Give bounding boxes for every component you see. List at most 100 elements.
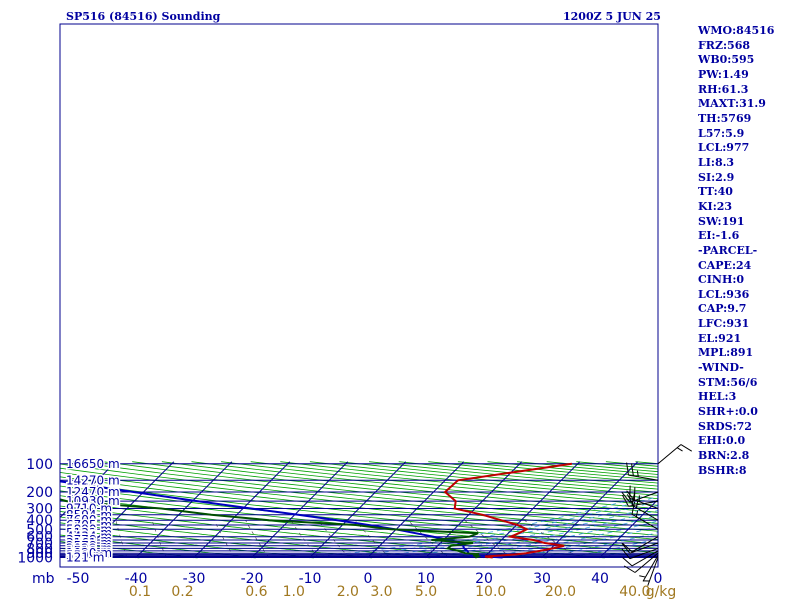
mixing-ratio-label: 40.0 — [619, 584, 650, 600]
height-label: 3161 m — [66, 536, 112, 550]
mixing-unit-label: g/kg — [646, 584, 677, 600]
index-item: SI:2.9 — [698, 170, 735, 184]
height-label: 559 m — [66, 548, 104, 562]
wind-barb — [622, 536, 659, 553]
isotherm — [425, 461, 523, 559]
pressure-tick-label: 500 — [26, 522, 53, 538]
temperature-tick-label: 0 — [654, 571, 663, 587]
sounding-datetime: 1200Z 5 JUN 25 — [563, 10, 661, 23]
plot-frame — [59, 23, 659, 568]
index-item: EI:-1.6 — [698, 229, 740, 243]
mixing-ratio-label: 1.0 — [283, 584, 305, 600]
index-item: FRZ:568 — [698, 38, 751, 52]
temperature-tick-label: 30 — [533, 571, 551, 587]
isotherm — [541, 461, 639, 559]
index-item: L57:5.9 — [698, 126, 745, 140]
mixing-ratio-label: 3.0 — [370, 584, 392, 600]
index-item: KI:23 — [698, 199, 733, 213]
index-item: RH:61.3 — [698, 82, 749, 96]
isotherm — [251, 461, 349, 559]
mixing-ratio-label: 0.6 — [245, 584, 267, 600]
index-item: -WIND- — [698, 361, 744, 375]
height-label: 12470 m — [66, 485, 120, 499]
index-item: LCL:977 — [698, 141, 750, 155]
index-item: LFC:931 — [698, 317, 750, 331]
index-item: CINH:0 — [698, 273, 745, 287]
mixing-ratio-label: 5.0 — [415, 584, 437, 600]
pressure-tick-label: 700 — [26, 536, 53, 552]
isobar-lines — [60, 463, 658, 558]
temperature-tick-label: 20 — [475, 571, 493, 587]
index-item: STM:56/6 — [698, 375, 758, 389]
index-item: MPL:891 — [698, 346, 754, 360]
index-item: CAPE:24 — [698, 258, 752, 272]
wind-barb — [643, 557, 659, 586]
index-item: SHR+:0.0 — [698, 405, 758, 419]
pressure-tick-label: 200 — [26, 485, 53, 501]
dewpoint-profile — [60, 498, 482, 559]
height-label: 121 m — [66, 551, 104, 565]
isotherm — [309, 461, 407, 559]
pressure-tick-label: 100 — [26, 457, 53, 473]
wind-barb — [639, 555, 659, 582]
temperature-tick-label: -20 — [241, 571, 264, 587]
height-label: 7600 m — [66, 513, 112, 527]
temperature-tick-label: -30 — [183, 571, 206, 587]
temperature-tick-label: 40 — [591, 571, 609, 587]
height-label: 10930 m — [66, 494, 120, 508]
wind-barb — [657, 444, 693, 465]
moist-adiabat — [425, 510, 658, 558]
height-label: 5133 m — [66, 526, 112, 540]
index-item: PW:1.49 — [698, 67, 749, 81]
mixing-ratio-label: 10.0 — [475, 584, 506, 600]
height-label: 2578 m — [66, 539, 112, 553]
wind-barb — [623, 552, 659, 573]
isotherm — [60, 461, 117, 519]
pressure-unit-label: mb — [32, 571, 55, 587]
pressure-tick-label: 900 — [26, 546, 53, 562]
height-label: 6705 m — [66, 518, 112, 532]
wind-barb — [626, 462, 659, 481]
isotherm — [599, 498, 658, 559]
wind-barb — [621, 547, 659, 560]
isotherm — [193, 461, 291, 559]
sounding-profiles — [60, 462, 573, 559]
index-item: TH:5769 — [698, 111, 752, 125]
index-item: SW:191 — [698, 214, 745, 228]
moist-adiabat — [599, 544, 658, 558]
pressure-tick-label: 300 — [26, 502, 53, 518]
temperature-tick-label: -50 — [67, 571, 90, 587]
index-item: WMO:84516 — [698, 24, 775, 37]
temperature-tick-label: -40 — [125, 571, 148, 587]
parcel-trace — [60, 480, 503, 559]
temperature-tick-label: 0 — [364, 571, 373, 587]
pressure-tick-label: 800 — [26, 541, 53, 557]
wind-barbs — [621, 444, 693, 586]
isotherm — [135, 461, 233, 559]
index-item: BSHR:8 — [698, 463, 747, 477]
index-item: WB0:595 — [698, 53, 755, 67]
stability-indices-panel: WMO:84516 FRZ:568 WB0:595 PW:1.49 RH:61.3 MAX… — [698, 24, 774, 478]
height-label: 9710 m — [66, 502, 112, 516]
index-item: CAP:9.7 — [698, 302, 747, 316]
wind-barb — [622, 550, 659, 567]
pressure-tick-label: 1000 — [17, 551, 53, 567]
height-label: 14270 m — [66, 473, 120, 487]
index-item: EHI:0.0 — [698, 434, 746, 448]
index-item: LI:8.3 — [698, 155, 735, 169]
mixing-ratio-label: 0.1 — [129, 584, 151, 600]
temperature-profile — [443, 462, 573, 559]
index-item: EL:921 — [698, 331, 742, 345]
mixing-ratio-label: 0.2 — [171, 584, 193, 600]
index-item: MAXT:31.9 — [698, 97, 766, 111]
mixing-ratio-line — [115, 520, 128, 558]
height-label: 1020 m — [66, 546, 112, 560]
moist-adiabat — [570, 538, 658, 558]
index-item: TT:40 — [698, 185, 733, 199]
wind-barb — [631, 501, 659, 530]
height-label: 5890 m — [66, 522, 112, 536]
mixing-ratio-label: 20.0 — [545, 584, 576, 600]
height-label: 2029 m — [66, 541, 112, 555]
mixing-ratio-label: 2.0 — [337, 584, 359, 600]
